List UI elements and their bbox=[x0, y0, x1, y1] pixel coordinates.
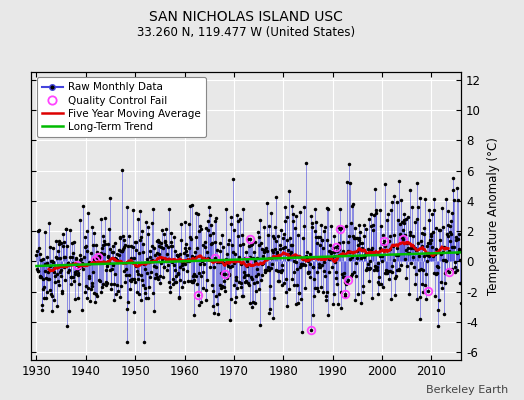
Text: SAN NICHOLAS ISLAND USC: SAN NICHOLAS ISLAND USC bbox=[149, 10, 343, 24]
Legend: Raw Monthly Data, Quality Control Fail, Five Year Moving Average, Long-Term Tren: Raw Monthly Data, Quality Control Fail, … bbox=[37, 77, 206, 137]
Text: 33.260 N, 119.477 W (United States): 33.260 N, 119.477 W (United States) bbox=[137, 26, 355, 39]
Y-axis label: Temperature Anomaly (°C): Temperature Anomaly (°C) bbox=[487, 137, 499, 295]
Text: Berkeley Earth: Berkeley Earth bbox=[426, 385, 508, 395]
